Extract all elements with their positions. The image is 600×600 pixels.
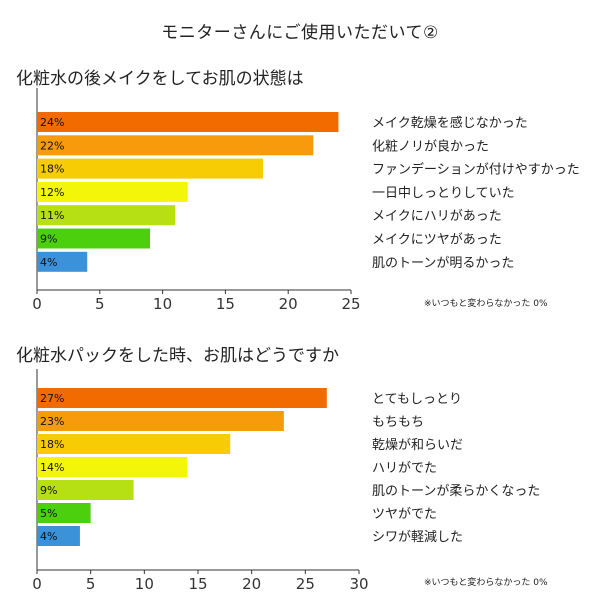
bar-value-label: 18% [40,163,64,176]
bar [37,112,339,132]
x-tick-label: 20 [242,575,261,593]
category-label: 一日中しっとりしていた [372,186,515,201]
bar-value-label: 22% [40,139,64,152]
x-tick-label: 10 [135,575,154,593]
chart-2-note: ※いつもと変わらなかった 0% [424,578,548,588]
category-label: メイクにハリがあった [372,209,502,224]
bar-value-label: 27% [40,392,64,405]
chart-1: 0 5 10 15 20 25 24% メイク乾燥を感じなかった 22% 化粧ノリが良かった 18%… [32,88,580,313]
x-tick-label: 0 [32,575,42,593]
category-label: 化粧ノリが良かった [372,138,489,154]
bar-value-label: 5% [40,507,57,520]
bar-value-label: 4% [40,256,57,269]
bar-value-label: 11% [40,209,64,222]
x-tick-label: 10 [153,295,172,313]
x-tick-label: 5 [86,575,96,593]
x-tick-label: 20 [279,295,298,313]
bar [37,388,327,408]
x-tick-label: 5 [95,295,105,313]
chart-2: 0 5 10 15 20 25 30 27% とてもしっとり 23% もちもち 18% 乾燥が和らいだ 1… [32,369,540,593]
bar [37,158,264,179]
bar-value-label: 24% [40,116,64,129]
bar [37,411,284,431]
bar [37,205,176,226]
chart-1-note: ※いつもと変わらなかった 0% [424,299,548,309]
category-label: 乾燥が和らいだ [372,438,463,453]
bar [37,480,134,500]
bar-value-label: 9% [40,484,57,497]
x-tick-label: 15 [216,295,235,313]
category-label: 肌のトーンが明るかった [372,256,514,271]
x-tick-label: 25 [341,295,360,313]
bar-value-label: 18% [40,438,64,451]
category-label: 肌のトーンが柔らかくなった [372,484,540,499]
bar-value-label: 14% [40,461,64,474]
x-tick-label: 0 [32,295,42,313]
bar-value-label: 23% [40,415,64,428]
bar [37,251,88,272]
bar [37,181,188,202]
x-tick-label: 15 [188,575,207,593]
page-title: モニターさんにご使用いただいて② [161,23,439,43]
category-label: シワが軽減した [372,529,463,545]
category-label: ファンデーションが付けやすかった [372,162,580,178]
bar [37,503,91,523]
bar [37,135,314,156]
chart-1-title: 化粧水の後メイクをしてお肌の状態は [16,69,304,89]
bar [37,526,80,546]
bar-value-label: 12% [40,186,64,199]
category-label: もちもち [372,415,424,430]
category-label: ハリがでた [372,461,437,476]
x-tick-label: 25 [296,575,315,593]
category-label: とてもしっとり [372,392,462,407]
bar-value-label: 4% [40,530,57,543]
category-label: メイク乾燥を感じなかった [372,115,528,131]
bar [37,228,151,249]
bar [37,457,188,477]
bar [37,434,231,454]
bar-value-label: 9% [40,233,57,246]
x-tick-label: 30 [349,575,368,593]
category-label: メイクにツヤがあった [372,233,502,248]
chart-2-title: 化粧水パックをした時、お肌はどうですか [16,346,339,366]
category-label: ツヤがでた [372,507,437,522]
